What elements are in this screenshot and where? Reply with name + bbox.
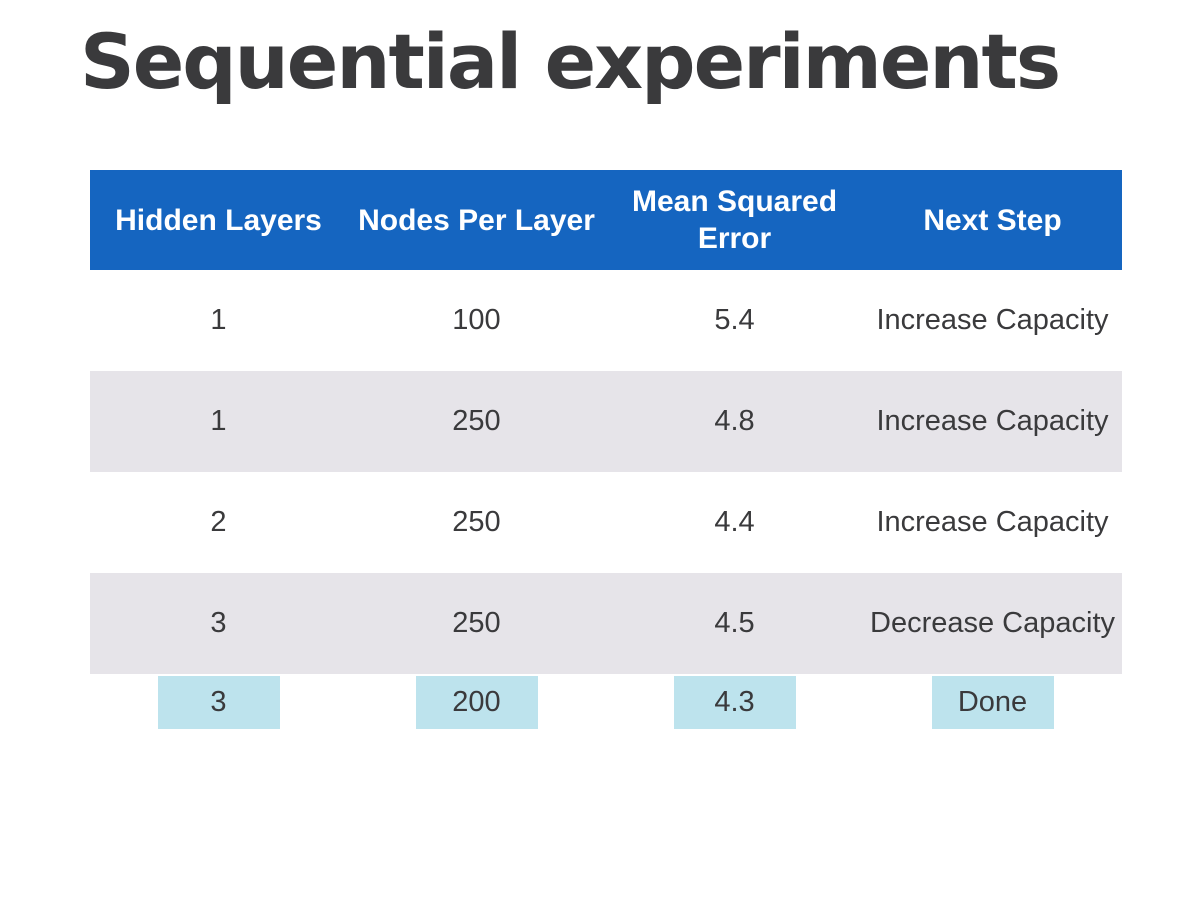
table-row: 2 250 4.4 Increase Capacity: [90, 472, 1122, 573]
cell-nodes-per-layer: 100: [452, 304, 501, 336]
table-row: 3 250 4.5 Decrease Capacity: [90, 573, 1122, 674]
cell-nodes-per-layer: 250: [452, 405, 501, 437]
cell-mean-squared-error: 4.4: [714, 506, 755, 538]
cell-next-step: Increase Capacity: [876, 405, 1109, 437]
cell-hidden-layers: 1: [210, 304, 227, 336]
slide-title: Sequential experiments: [80, 17, 1061, 106]
cell-mean-squared-error: 5.4: [714, 304, 755, 336]
final-hidden-layers-chip: 3: [157, 676, 280, 729]
header-nodes-per-layer: Nodes Per Layer: [358, 203, 595, 237]
final-nodes-per-layer-chip: 200: [415, 676, 538, 729]
cell-mean-squared-error: 4.5: [714, 607, 755, 639]
final-result-row: 3 200 4.3 Done: [90, 674, 1122, 778]
cell-nodes-per-layer: 250: [452, 607, 501, 639]
cell-next-step: Decrease Capacity: [870, 607, 1115, 639]
cell-next-step: Increase Capacity: [876, 506, 1109, 538]
cell-hidden-layers: 1: [210, 405, 227, 437]
header-hidden-layers: Hidden Layers: [115, 203, 322, 237]
final-cell-nodes-per-layer: 200: [347, 674, 606, 778]
final-cell-hidden-layers: 3: [90, 674, 347, 778]
cell-hidden-layers: 3: [210, 607, 227, 639]
experiments-table: Hidden Layers Nodes Per Layer Mean Squar…: [90, 170, 1122, 778]
final-mean-squared-error-chip: 4.3: [673, 676, 796, 729]
table-row: 1 250 4.8 Increase Capacity: [90, 371, 1122, 472]
cell-mean-squared-error: 4.8: [714, 405, 755, 437]
header-next-step: Next Step: [923, 203, 1062, 237]
cell-nodes-per-layer: 250: [452, 506, 501, 538]
header-mean-squared-error: Mean Squared Error: [631, 185, 838, 255]
cell-hidden-layers: 2: [210, 506, 227, 538]
final-cell-next-step: Done: [863, 674, 1122, 778]
table-header-row: Hidden Layers Nodes Per Layer Mean Squar…: [90, 170, 1122, 270]
final-cell-mean-squared-error: 4.3: [606, 674, 863, 778]
table-row: 1 100 5.4 Increase Capacity: [90, 270, 1122, 371]
cell-next-step: Increase Capacity: [876, 304, 1109, 336]
final-next-step-chip: Done: [931, 676, 1054, 729]
